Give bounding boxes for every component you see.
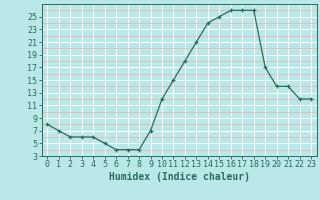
X-axis label: Humidex (Indice chaleur): Humidex (Indice chaleur)	[109, 172, 250, 182]
